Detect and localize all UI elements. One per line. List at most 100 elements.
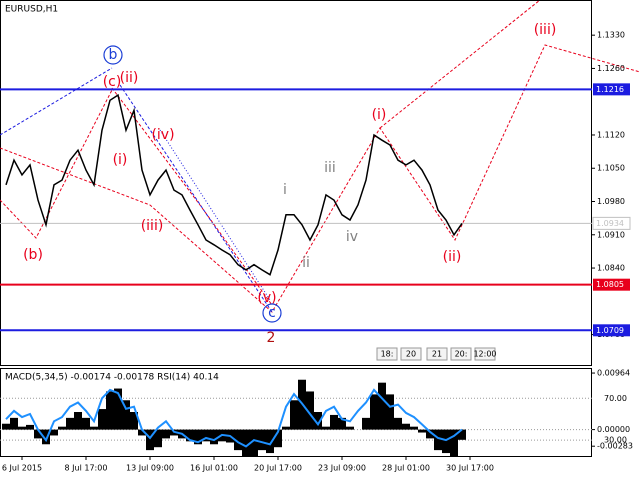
channel-line — [111, 87, 273, 306]
macd-bar — [18, 426, 26, 430]
level-tag — [593, 83, 630, 96]
level-tag — [593, 278, 630, 291]
y2-tick-label: 70.00 — [604, 394, 627, 403]
y-tick-label: 1.0980 — [597, 197, 625, 206]
macd-bar — [82, 417, 90, 430]
channel-line — [379, 0, 541, 129]
toolbar-label: 20 — [406, 350, 416, 359]
x-tick-label: 16 Jul 01:00 — [190, 464, 238, 473]
y-tick-label: 1.1120 — [597, 130, 625, 139]
toolbar-button — [426, 347, 448, 361]
level-label: 1.0805 — [596, 280, 624, 289]
toolbar-label: 21 — [432, 350, 442, 359]
toolbar-button — [450, 347, 472, 361]
macd-bar — [186, 429, 194, 442]
macd-bar — [114, 388, 122, 430]
indicator-frame — [0, 368, 592, 457]
wave-lines — [0, 0, 640, 313]
macd-bar — [322, 426, 330, 430]
macd-bar — [162, 429, 170, 439]
macd-bar — [330, 414, 338, 430]
macd-bar — [370, 394, 378, 430]
macd-bar — [210, 429, 218, 445]
wave-label: (c) — [103, 74, 122, 90]
wave-label: ii — [302, 255, 310, 271]
macd-bar — [50, 429, 58, 436]
wave-label: (iii) — [141, 218, 164, 234]
x-tick-label: 6 Jul 2015 — [2, 464, 42, 473]
wave-label: i — [283, 182, 287, 198]
macd-bar — [234, 429, 242, 451]
x-tick-label: 23 Jul 09:00 — [318, 464, 366, 473]
wave-label: c — [268, 305, 276, 321]
wave-label: 2 — [267, 330, 276, 346]
macd-bar — [106, 391, 114, 430]
macd-bar — [66, 417, 74, 430]
x-tick-label: 28 Jul 01:00 — [382, 464, 430, 473]
y-tick-label: 1.1330 — [597, 31, 625, 40]
macd-bar — [434, 429, 442, 451]
macd-bar — [418, 429, 426, 433]
chart-title: EURUSD,H1 — [5, 5, 58, 15]
macd-bar — [274, 429, 282, 448]
indicator-title: MACD(5,34,5) -0.00174 -0.00178 RSI(14) 4… — [5, 373, 219, 383]
channel-line — [119, 84, 273, 313]
macd-bar — [194, 429, 202, 445]
y-tick-label: -0.00283 — [597, 442, 633, 451]
macd-bar — [306, 391, 314, 430]
macd-bar — [402, 423, 410, 430]
macd-bar — [250, 429, 258, 456]
macd-bar — [378, 382, 386, 430]
macd-bar — [450, 429, 458, 456]
macd-bar — [346, 426, 354, 430]
wave-label: (ii) — [443, 249, 462, 265]
macd-bar — [426, 429, 434, 439]
toolbar-button — [474, 347, 496, 361]
macd-bar — [386, 394, 394, 430]
macd-bar — [282, 426, 290, 430]
price-line — [5, 93, 463, 276]
wave-label: (i) — [372, 107, 387, 123]
macd-bar — [58, 426, 66, 430]
macd-bar — [242, 429, 250, 456]
y2-tick-label: 30.00 — [604, 436, 627, 445]
wave-circle — [103, 45, 123, 65]
level-label: 1.0709 — [596, 326, 624, 335]
macd-bar — [290, 400, 298, 430]
macd-bar — [138, 429, 146, 436]
macd-bar — [258, 429, 266, 451]
macd-bar — [314, 412, 322, 430]
macd-bar — [442, 429, 450, 454]
main-frame — [0, 0, 592, 366]
x-tick-label: 20 Jul 17:00 — [254, 464, 302, 473]
macd-bar — [338, 417, 346, 430]
y-tick-label: 1.1260 — [597, 64, 625, 73]
y-tick-label: 1.1050 — [597, 164, 625, 173]
macd-bar — [266, 429, 274, 454]
toolbar-label: 20: — [455, 350, 468, 359]
wave-circle — [262, 303, 282, 323]
x-tick-label: 30 Jul 17:00 — [446, 464, 494, 473]
current-price-tag — [592, 216, 631, 230]
macd-bar — [394, 417, 402, 430]
y-tick-label: 1.0910 — [597, 230, 625, 239]
macd-bar — [130, 412, 138, 430]
macd-bar — [42, 429, 50, 445]
macd-bar — [122, 400, 130, 430]
channel-line — [159, 129, 271, 301]
toolbar-label: 12:00 — [473, 350, 496, 359]
x-tick-label: 8 Jul 17:00 — [65, 464, 108, 473]
y-tick-label: 0.00000 — [597, 425, 630, 434]
toolbar-button — [376, 347, 398, 361]
toolbar-label: 18: — [381, 350, 394, 359]
macd-bar — [202, 429, 210, 442]
wave-label: (b) — [23, 247, 43, 263]
wave-label: (v) — [257, 290, 276, 306]
level-tag — [593, 324, 630, 337]
level-label: 1.1216 — [596, 85, 624, 94]
macd-bar — [146, 429, 154, 451]
channel-line — [0, 89, 113, 239]
current-price-label: 1.0934 — [596, 219, 624, 228]
